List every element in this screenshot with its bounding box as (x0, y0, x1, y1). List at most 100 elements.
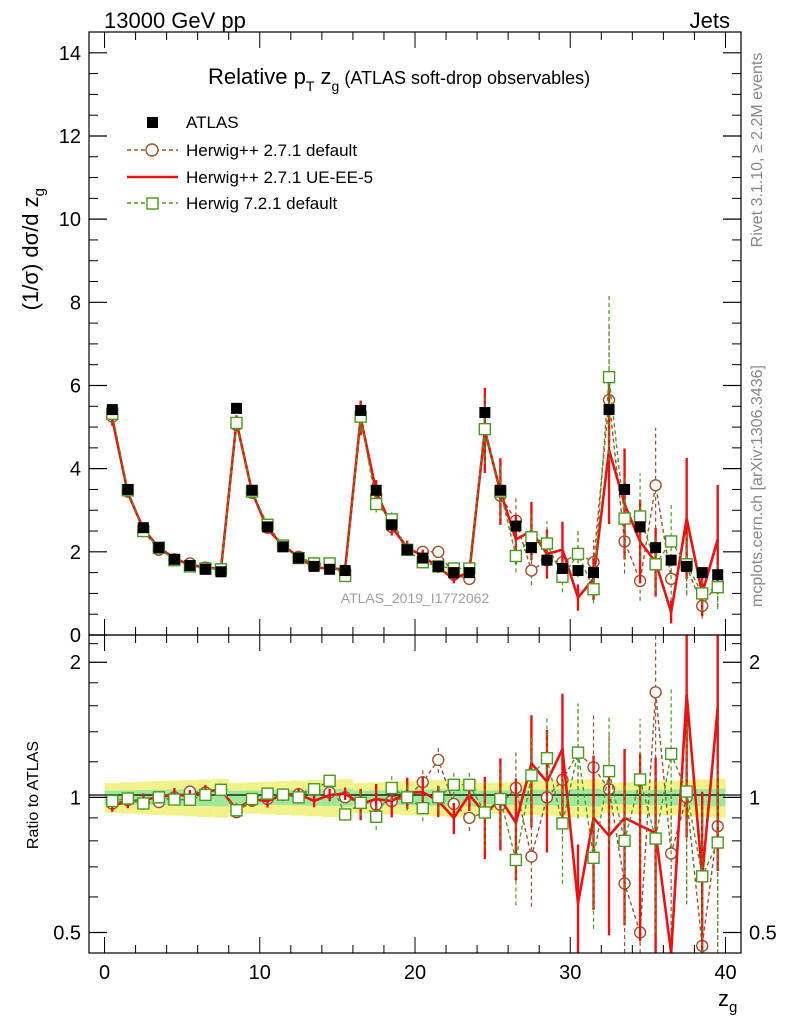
ratio-y-tick-label-right: 0.5 (749, 922, 777, 944)
data-point (370, 484, 382, 496)
ratio-point (602, 764, 616, 778)
plot-title: Relative pT zg (ATLAS soft-drop observab… (208, 64, 590, 94)
data-point (633, 510, 647, 523)
ratio-point (106, 794, 119, 808)
data-point (432, 545, 445, 559)
ratio-point (137, 797, 150, 810)
ratio-point (199, 788, 212, 802)
data-point (448, 567, 460, 579)
data-point (355, 404, 367, 416)
ratio-point (276, 788, 290, 801)
data-point (587, 583, 600, 596)
ratio-point (416, 801, 429, 815)
data-point (634, 521, 646, 533)
ratio-point (633, 773, 647, 786)
data-point (664, 535, 678, 548)
data-point (277, 541, 289, 553)
ratio-point (680, 785, 693, 798)
ratio-axis-ticks: 0 10 20 30 40 0.5 0.5 1 1 2 2 (53, 635, 777, 984)
ratio-y-tick-label-right: 2 (749, 652, 760, 674)
data-point (494, 484, 506, 496)
mcplots-label: mcplots.cern.ch [arXiv:1306.3436] (749, 365, 766, 607)
data-point (695, 587, 709, 600)
ratio-point (307, 783, 321, 796)
data-point (106, 404, 118, 416)
ratio-point (183, 793, 197, 806)
ratio-band-inner-bin (228, 790, 245, 805)
data-point (649, 479, 662, 492)
legend-hw7-default-marker (146, 197, 159, 210)
x-tick-label: 30 (559, 962, 581, 984)
header-right: Jets (690, 8, 730, 33)
legend-atlas-marker (147, 117, 158, 128)
analysis-watermark: ATLAS_2019_I1772062 (341, 590, 490, 606)
ratio-point (385, 781, 398, 795)
ratio-point (463, 811, 476, 825)
y-tick-label: 14 (59, 43, 81, 65)
data-point (401, 544, 413, 556)
ratio-line-2 (111, 694, 720, 954)
data-point (432, 560, 444, 572)
legend-hw7-default-label: Herwig 7.2.1 default (186, 194, 337, 213)
ratio-point (168, 793, 181, 806)
data-point (122, 483, 134, 495)
data-point (479, 407, 491, 419)
ratio-panel: 0 10 20 30 40 0.5 0.5 1 1 2 2 (53, 634, 777, 984)
legend-hwpp-default-marker (145, 143, 159, 157)
data-point (649, 558, 662, 571)
ratio-point (121, 792, 135, 805)
data-point (153, 542, 165, 554)
data-point (525, 564, 538, 577)
legend-hwpp-default-label: Herwig++ 2.7.1 default (186, 141, 357, 160)
main-panel: 0 2 4 6 8 10 12 14 Relative pT zg (ATLAS soft-d… (59, 31, 742, 647)
data-point (168, 553, 180, 565)
ratio-point (695, 870, 709, 883)
ratio-y-tick-label: 1 (70, 787, 81, 809)
ratio-point (618, 834, 631, 848)
data-point (571, 547, 585, 561)
main-series-layer (106, 293, 724, 624)
data-point (603, 404, 615, 416)
ratio-point (525, 850, 538, 863)
data-point (417, 552, 429, 564)
data-point (246, 484, 258, 496)
ratio-point (587, 851, 600, 865)
data-point (696, 567, 708, 579)
data-point (650, 542, 662, 554)
legend-hwpp-ueee5-label: Herwig++ 2.7.1 UE-EE-5 (186, 168, 373, 187)
data-point (525, 531, 538, 544)
ratio-point (354, 796, 367, 810)
data-point (541, 554, 553, 566)
ratio-point (525, 769, 538, 782)
ratio-point (401, 791, 414, 804)
data-point (339, 565, 351, 577)
ratio-point (432, 753, 445, 767)
ratio-point (214, 783, 228, 797)
ratio-series-layer (106, 635, 724, 954)
data-point (230, 402, 242, 414)
x-tick-label: 10 (249, 962, 271, 984)
data-point (556, 562, 568, 574)
data-point (618, 512, 631, 525)
data-point (588, 567, 600, 579)
ratio-point (245, 792, 259, 806)
data-point (572, 565, 584, 577)
ratio-band-inner-bin (570, 789, 586, 807)
ratio-point (540, 752, 554, 765)
ratio-point (463, 778, 476, 791)
legend: ATLAS Herwig++ 2.7.1 default Herwig++ 2.… (127, 113, 373, 213)
ratio-point (338, 808, 352, 821)
y-axis-title: (1/σ) dσ/d zg (18, 188, 48, 310)
x-tick-label: 20 (404, 962, 426, 984)
data-point (510, 520, 522, 532)
y-tick-label: 6 (70, 375, 81, 397)
ratio-point (261, 787, 274, 800)
data-point (478, 422, 492, 436)
x-tick-label: 40 (714, 962, 736, 984)
legend-atlas-label: ATLAS (186, 113, 239, 132)
ratio-point (494, 792, 507, 806)
ratio-point (432, 791, 445, 804)
header-left: 13000 GeV pp (104, 8, 246, 33)
ratio-point (292, 791, 305, 804)
rivet-label: Rivet 3.1.10, ≥ 2.2M events (749, 53, 766, 248)
